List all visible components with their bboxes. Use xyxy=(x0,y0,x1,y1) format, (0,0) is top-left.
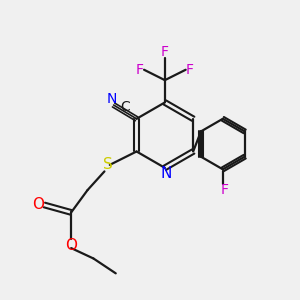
Text: F: F xyxy=(220,182,228,197)
Text: O: O xyxy=(65,238,77,253)
Text: S: S xyxy=(103,158,113,172)
Text: C: C xyxy=(120,100,130,114)
Text: F: F xyxy=(186,63,194,77)
Text: N: N xyxy=(161,166,172,181)
Text: F: F xyxy=(161,45,169,59)
Text: N: N xyxy=(107,92,117,106)
Text: O: O xyxy=(32,197,44,212)
Text: F: F xyxy=(136,63,144,77)
